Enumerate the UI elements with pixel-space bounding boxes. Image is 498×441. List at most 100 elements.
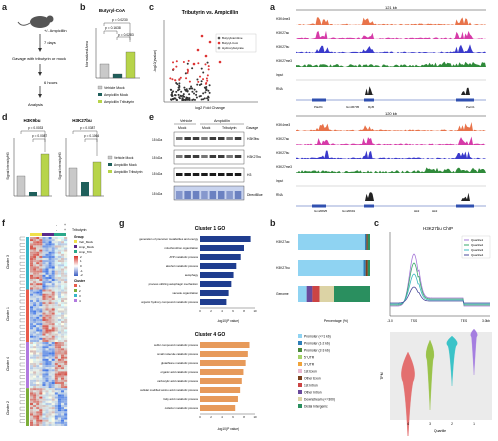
genome-tracks: 121 kb H3K4me3 H3K27ac H3K27bu H3K27me3 Inpu… xyxy=(276,5,486,213)
volcano-point xyxy=(202,98,205,101)
cluster-label-4: Cluster 4 xyxy=(6,357,10,371)
stack-segment xyxy=(334,286,370,302)
western-blot: Vehicle Ampicillin Mock Mock Tributyrin … xyxy=(152,119,263,201)
stack-segment xyxy=(367,260,370,276)
volcano-point xyxy=(178,84,181,87)
blot-band xyxy=(234,155,242,158)
e-header-mock-1: Mock xyxy=(178,126,187,130)
panel-label-g: g xyxy=(119,218,125,228)
cluster-label-1: Cluster 1 xyxy=(6,307,10,321)
violin-xtick-4: 4 xyxy=(407,422,409,426)
go-bar xyxy=(200,290,229,296)
go-tick: 4 xyxy=(221,309,223,313)
volcano-point xyxy=(172,68,175,71)
d-left-pval-2: p = 0.0087 xyxy=(32,134,47,138)
e-header-ampicillin: Ampicillin xyxy=(214,119,230,123)
signal-track xyxy=(296,192,486,201)
go-bar xyxy=(200,360,246,366)
e-band-h3k9bu: H3K9bu xyxy=(247,137,259,141)
e-band-directblue: DirectBlue xyxy=(247,193,263,197)
volcano-point xyxy=(182,60,185,63)
panel-g-go-terms: Cluster 1 GO Cluster 4 GO generation of … xyxy=(120,222,270,436)
volcano-point-sig xyxy=(200,34,204,38)
panel-label-e: e xyxy=(149,112,155,122)
scale-m1: -1 xyxy=(80,269,83,273)
f-group-amp: Amp_Mock xyxy=(79,245,95,249)
blot-band xyxy=(192,191,200,199)
panel-label-a2: a xyxy=(270,2,276,12)
violin-ylabel: TPM xyxy=(380,372,384,379)
volcano-point xyxy=(206,79,209,82)
volcano-title: Tributyrin vs. Ampicillin xyxy=(182,10,239,16)
violin-xtick-1: 1 xyxy=(473,422,475,426)
go-tick: 8 xyxy=(243,415,245,419)
d-legend-2: Ampicillin Mock xyxy=(114,163,137,167)
volcano-point xyxy=(207,98,210,101)
volcano-point xyxy=(197,62,200,65)
volcano-point xyxy=(176,83,179,86)
go-term-label: cellular modified amino acid metabolic p… xyxy=(140,388,198,392)
stack-segment xyxy=(365,260,368,276)
volcano-point xyxy=(190,85,193,88)
go-c4-xlabel: -log10(P value) xyxy=(217,427,239,431)
volcano-point xyxy=(191,90,194,93)
go-bar xyxy=(200,405,236,411)
signal-track xyxy=(296,86,486,95)
blot-band xyxy=(184,155,191,158)
volcano-point xyxy=(171,94,174,97)
go-bar xyxy=(200,272,234,278)
e-header-gavage: Gavage xyxy=(246,126,258,130)
violin-xlabel: Quartile xyxy=(434,429,446,433)
volcano-point xyxy=(193,88,196,91)
h-xlabel: Percentage (%) xyxy=(324,319,348,323)
go-tick: 6 xyxy=(232,309,234,313)
volcano-point xyxy=(177,89,180,92)
f-cluster-id-4: 4 xyxy=(79,299,81,303)
volcano-point xyxy=(178,82,181,85)
volcano-point xyxy=(187,59,190,62)
volcano-point xyxy=(188,80,191,83)
volcano-point xyxy=(207,65,210,68)
volcano-point xyxy=(172,61,175,64)
panel-label-b2: b xyxy=(270,218,276,228)
volcano-point xyxy=(203,97,206,100)
volcano-point xyxy=(196,83,199,86)
volcano-y-label: -log10(pvalue) xyxy=(153,50,157,72)
d-left-pval-1: p = 0.0033 xyxy=(28,126,43,130)
panel-label-c: c xyxy=(149,2,155,12)
volcano-point xyxy=(178,78,181,81)
butyryl-coa-chart: Butyryl-CoA Normalized Area p = 0.0230 p… xyxy=(85,8,140,104)
blot-band xyxy=(201,155,208,158)
step-7-days: 7 days xyxy=(44,40,56,45)
volcano-point xyxy=(186,70,189,73)
violin xyxy=(446,335,458,387)
panel-i-chip-profile: H3K27bu ChIP -3.0 TSS TES 3.0kb Quartile… xyxy=(378,222,496,441)
go-term-label: small molecule catabolic process xyxy=(157,352,198,356)
legend-hydroxybutyrate: Hydroxybutyrate xyxy=(222,46,244,50)
color-scale-bar xyxy=(74,256,78,276)
f-cluster-id-2: 2 xyxy=(79,289,81,293)
volcano-point xyxy=(192,98,195,101)
panel-e-western-blot: Vehicle Ampicillin Mock Mock Tributyrin … xyxy=(150,116,268,216)
d-right-bar-vehicle xyxy=(68,167,78,197)
legend-ampicillin-tributyrin: Ampicillin Tributyrin xyxy=(104,100,134,104)
pval-2: p = 0.1638 xyxy=(105,26,121,30)
volcano-point xyxy=(175,65,178,68)
e-kda-4: 15 kDa xyxy=(152,192,162,196)
go-term-label: generation of precursor metabolites and … xyxy=(139,237,198,241)
step-gavage: Gavage with tributyrin or mock xyxy=(12,56,66,61)
f-sym-tributyrin: Tributyrin xyxy=(72,228,87,232)
i-xtick-1: -3.0 xyxy=(387,319,393,323)
blot-band xyxy=(176,155,183,158)
volcano-point xyxy=(182,93,185,96)
volcano-point xyxy=(175,90,178,93)
blot-band xyxy=(218,173,225,176)
volcano-point xyxy=(198,84,201,87)
volcano-point xyxy=(207,96,210,99)
blot-band xyxy=(201,173,208,176)
volcano-point xyxy=(205,81,208,84)
go-term-label: glutathione metabolic process xyxy=(161,361,199,365)
volcano-point xyxy=(204,91,207,94)
signal-track xyxy=(296,122,486,131)
e-header-mock-2: Mock xyxy=(202,126,211,130)
